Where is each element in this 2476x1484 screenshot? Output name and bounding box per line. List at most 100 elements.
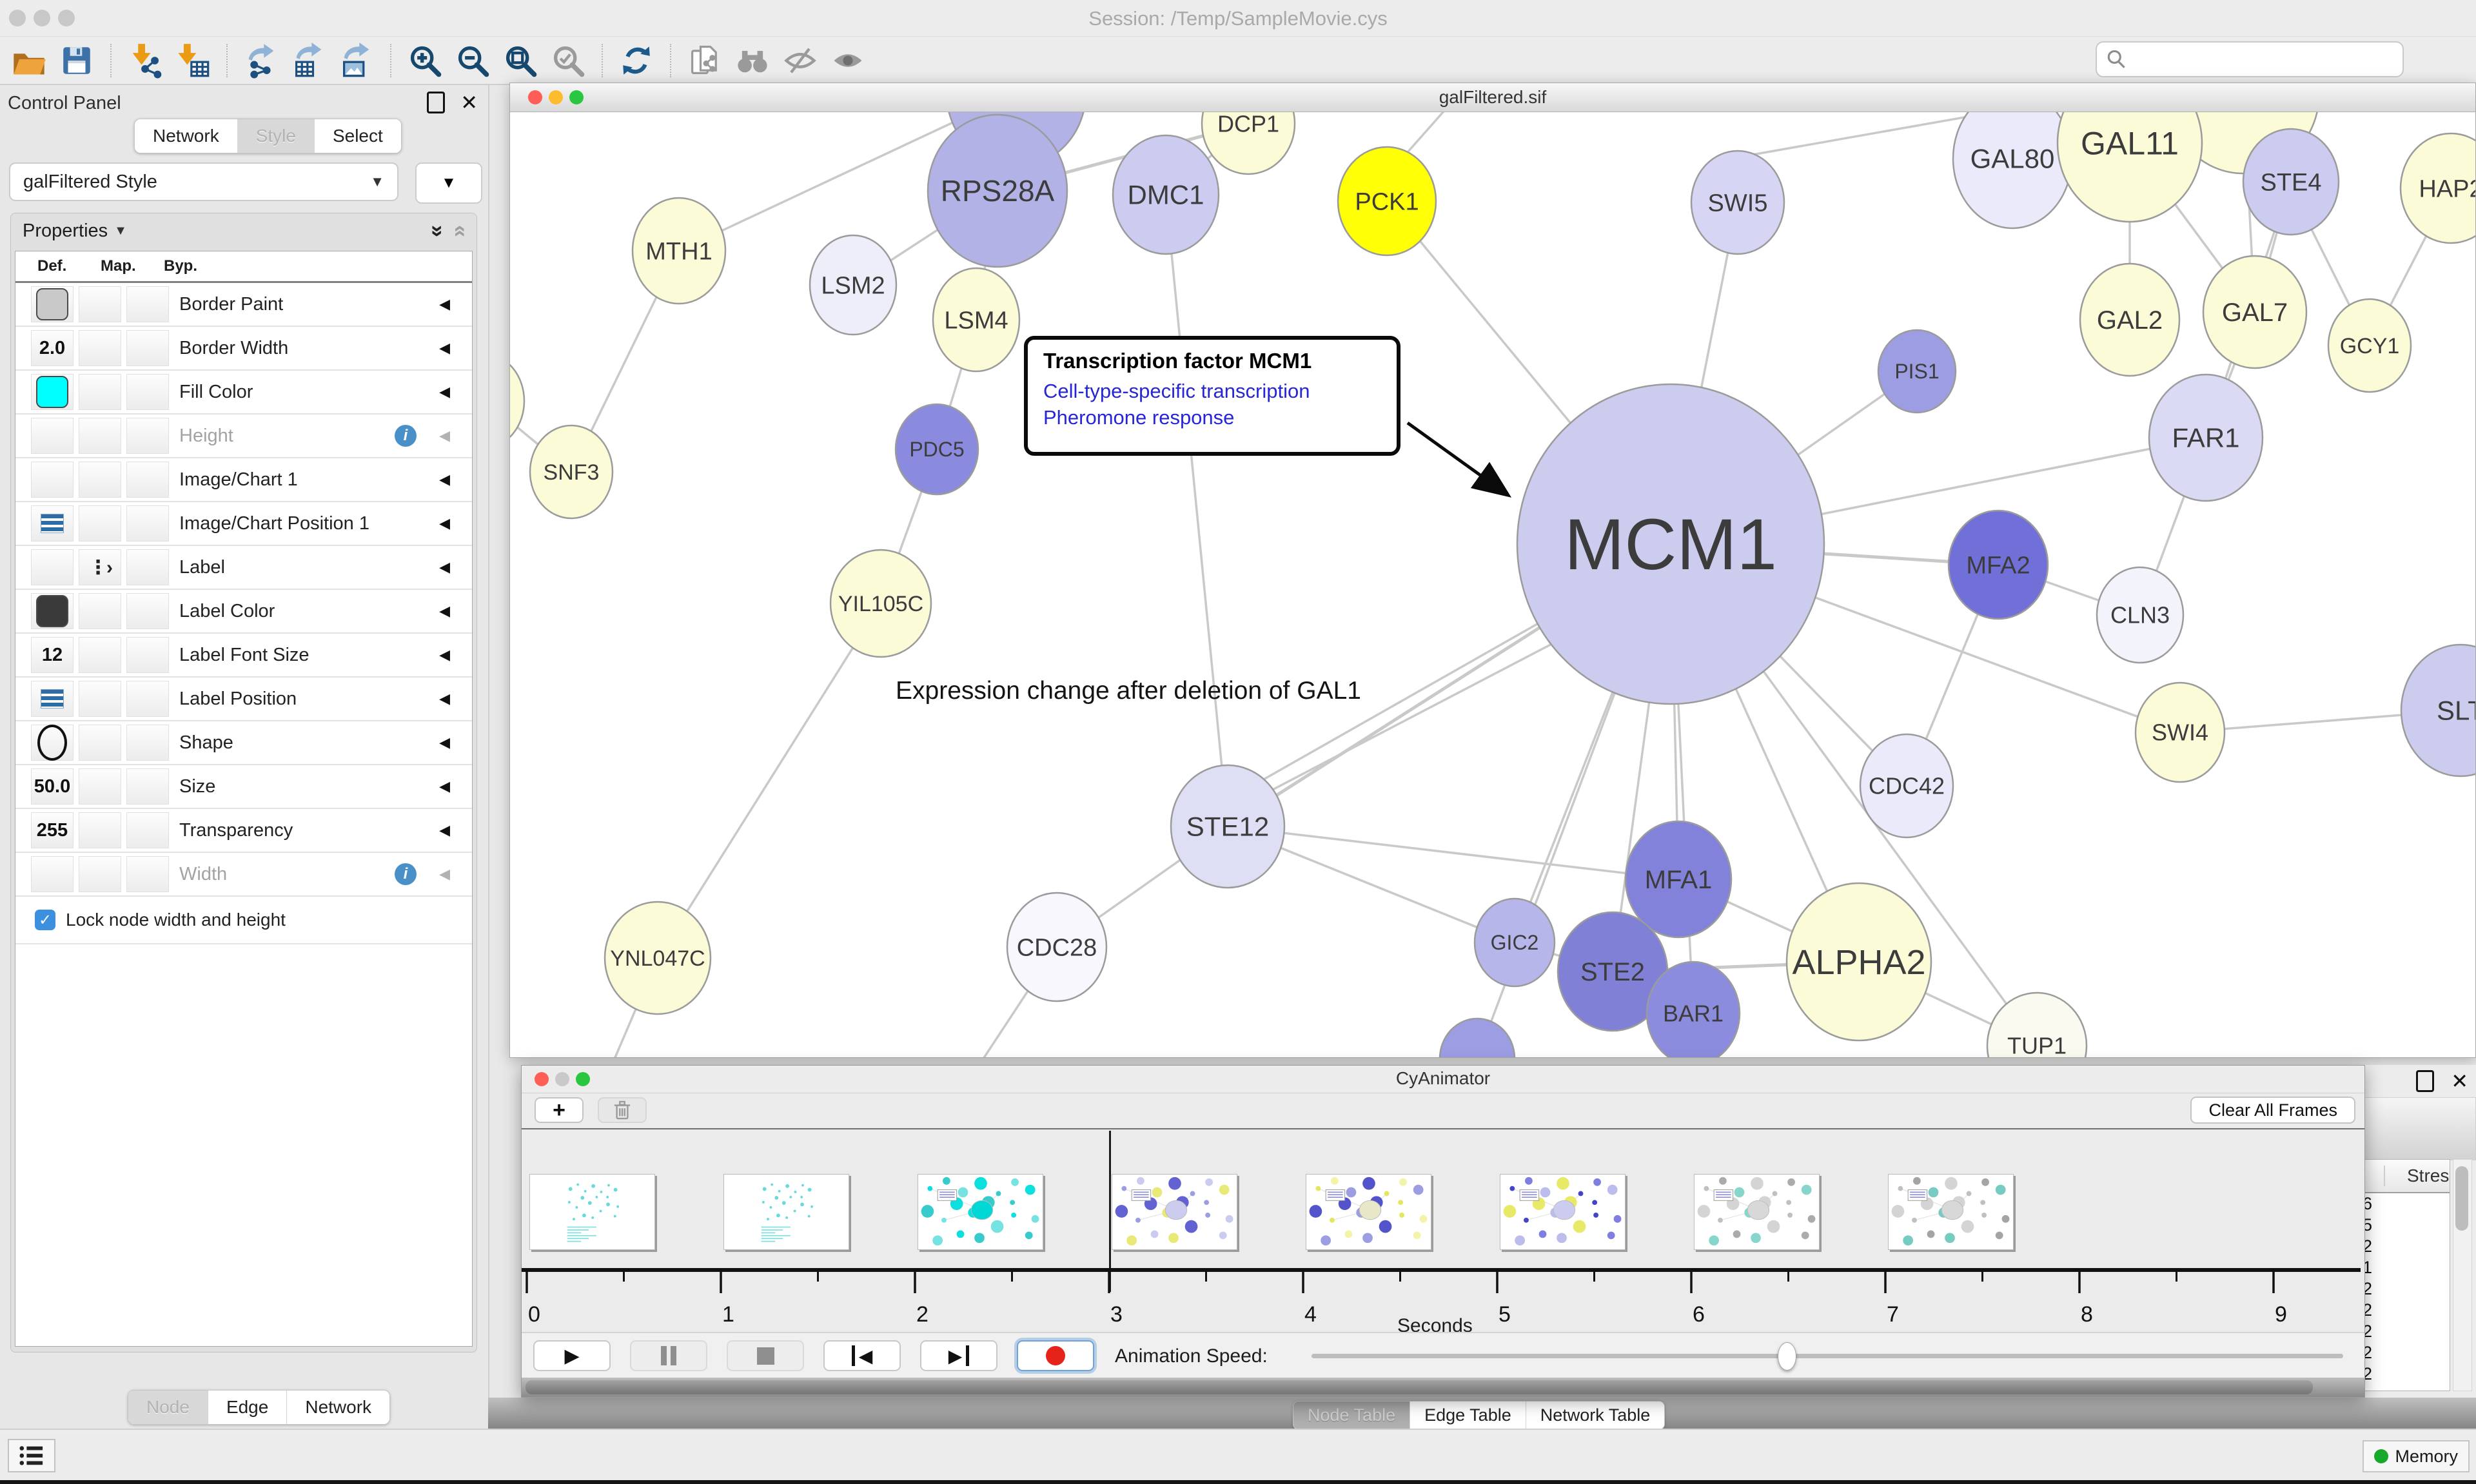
search-input[interactable] bbox=[2128, 48, 2402, 70]
global-search-field[interactable] bbox=[2096, 41, 2404, 77]
export-network-icon[interactable] bbox=[242, 41, 280, 80]
def-cell[interactable]: 12 bbox=[31, 637, 74, 673]
tab-edge-table[interactable]: Edge Table bbox=[1410, 1401, 1526, 1429]
record-button[interactable] bbox=[1017, 1340, 1094, 1371]
frame-thumbnail-3[interactable] bbox=[918, 1174, 1043, 1250]
network-node-ste2[interactable]: STE2 bbox=[1557, 911, 1669, 1032]
byp-cell[interactable] bbox=[126, 418, 169, 454]
frame-thumbnail-7[interactable] bbox=[1694, 1174, 1820, 1250]
add-frame-button[interactable]: + bbox=[535, 1097, 584, 1123]
minimize-window-icon[interactable] bbox=[549, 90, 563, 104]
zoom-in-icon[interactable] bbox=[406, 41, 444, 80]
map-cell[interactable] bbox=[79, 856, 121, 892]
chevron-down-icon[interactable]: ▼ bbox=[114, 223, 127, 238]
last-frame-button[interactable]: ▶ bbox=[920, 1340, 997, 1371]
frames-timeline[interactable]: 0 1 2 3 4 5 6 7 8 9 Seconds bbox=[522, 1129, 2364, 1332]
lock-node-size-row[interactable]: ✓ Lock node width and height bbox=[15, 897, 472, 944]
def-cell[interactable] bbox=[31, 418, 74, 454]
def-cell[interactable] bbox=[31, 725, 74, 761]
def-cell[interactable] bbox=[31, 462, 74, 498]
close-window-icon[interactable] bbox=[535, 1072, 549, 1086]
property-row-label[interactable]: ⋮› Label ◀ bbox=[15, 546, 472, 590]
stop-button[interactable] bbox=[727, 1340, 804, 1371]
info-icon[interactable]: i bbox=[395, 863, 417, 885]
network-node-pis1[interactable]: PIS1 bbox=[1877, 329, 1957, 414]
property-row-size[interactable]: 50.0 Size ◀ bbox=[15, 765, 472, 809]
animation-speed-slider[interactable] bbox=[1312, 1342, 2343, 1371]
frame-thumbnail-8[interactable] bbox=[1888, 1174, 2014, 1250]
save-session-icon[interactable] bbox=[57, 41, 96, 80]
byp-cell[interactable] bbox=[126, 505, 169, 542]
annotation-box[interactable]: Transcription factor MCM1 Cell-type-spec… bbox=[1024, 336, 1400, 456]
frame-thumbnail-5[interactable] bbox=[1306, 1174, 1431, 1250]
map-cell[interactable] bbox=[79, 725, 121, 761]
property-row-fill-color[interactable]: Fill Color ◀ bbox=[15, 371, 472, 415]
float-panel-icon[interactable] bbox=[2416, 1070, 2435, 1092]
tab-node-table[interactable]: Node Table bbox=[1293, 1401, 1410, 1429]
network-node-cdc28[interactable]: CDC28 bbox=[1006, 892, 1108, 1002]
network-node-bar1[interactable]: BAR1 bbox=[1646, 961, 1741, 1057]
zoom-fit-icon[interactable] bbox=[501, 41, 540, 80]
tab-network[interactable]: Network bbox=[135, 119, 237, 153]
annotation-link[interactable]: Cell-type-specific transcription bbox=[1043, 380, 1310, 402]
network-node-tup1[interactable]: TUP1 bbox=[1986, 991, 2088, 1057]
show-all-icon[interactable] bbox=[829, 41, 867, 80]
network-node-gal2[interactable]: GAL2 bbox=[2079, 262, 2181, 377]
frame-thumbnail-6[interactable] bbox=[1500, 1174, 1626, 1250]
map-cell[interactable] bbox=[79, 418, 121, 454]
byp-cell[interactable] bbox=[126, 812, 169, 848]
expand-row-icon[interactable]: ◀ bbox=[439, 296, 450, 312]
network-window-titlebar[interactable]: galFiltered.sif bbox=[510, 83, 2475, 112]
network-node-far1[interactable]: FAR1 bbox=[2148, 373, 2264, 502]
map-cell[interactable] bbox=[79, 330, 121, 366]
annotation-link[interactable]: Pheromone response bbox=[1043, 406, 1235, 429]
task-history-button[interactable] bbox=[8, 1439, 55, 1472]
property-row-shape[interactable]: Shape ◀ bbox=[15, 721, 472, 765]
byp-cell[interactable] bbox=[126, 374, 169, 410]
timeline-scrollbar[interactable] bbox=[522, 1378, 2364, 1397]
expand-row-icon[interactable]: ◀ bbox=[439, 559, 450, 575]
memory-button[interactable]: Memory bbox=[2363, 1440, 2470, 1472]
minimize-window-icon[interactable] bbox=[555, 1072, 569, 1086]
pause-button[interactable] bbox=[630, 1340, 707, 1371]
def-cell[interactable] bbox=[31, 593, 74, 629]
map-cell[interactable] bbox=[79, 505, 121, 542]
def-cell[interactable] bbox=[31, 681, 74, 717]
network-node-hap2[interactable]: HAP2 bbox=[2399, 132, 2475, 244]
play-button[interactable]: ▶ bbox=[533, 1340, 611, 1371]
network-node-mfa1[interactable]: MFA1 bbox=[1624, 820, 1733, 939]
close-window-icon[interactable] bbox=[528, 90, 542, 104]
byp-cell[interactable] bbox=[126, 637, 169, 673]
first-frame-button[interactable]: ◀ bbox=[823, 1340, 901, 1371]
hide-selected-icon[interactable] bbox=[781, 41, 820, 80]
export-image-icon[interactable] bbox=[337, 41, 376, 80]
zoom-window-icon[interactable] bbox=[58, 10, 75, 26]
open-session-icon[interactable] bbox=[10, 41, 48, 80]
network-node-slt[interactable]: SLT bbox=[2400, 643, 2475, 777]
import-table-icon[interactable] bbox=[173, 41, 212, 80]
def-cell[interactable]: 2.0 bbox=[31, 330, 74, 366]
close-panel-icon[interactable]: ✕ bbox=[2451, 1069, 2468, 1093]
map-cell[interactable] bbox=[79, 637, 121, 673]
table-scrollbar[interactable] bbox=[2453, 1159, 2472, 1391]
network-node-ynl047c[interactable]: YNL047C bbox=[604, 901, 712, 1015]
network-node-dmc1[interactable]: DMC1 bbox=[1112, 134, 1220, 255]
expand-row-icon[interactable]: ◀ bbox=[439, 471, 450, 487]
property-row-width[interactable]: Width i ◀ bbox=[15, 853, 472, 897]
tab-network-table[interactable]: Network Table bbox=[1525, 1401, 1665, 1429]
property-row-label-font-size[interactable]: 12 Label Font Size ◀ bbox=[15, 634, 472, 678]
map-cell[interactable] bbox=[79, 768, 121, 805]
byp-cell[interactable] bbox=[126, 593, 169, 629]
tab-select[interactable]: Select bbox=[313, 119, 401, 153]
network-node-gal80[interactable]: GAL80 bbox=[1952, 112, 2073, 229]
zoom-window-icon[interactable] bbox=[576, 1072, 590, 1086]
close-panel-icon[interactable]: ✕ bbox=[460, 91, 478, 114]
duplicate-network-icon[interactable] bbox=[685, 41, 724, 80]
expand-row-icon[interactable]: ◀ bbox=[439, 778, 450, 794]
tab-style[interactable]: Style bbox=[237, 119, 314, 153]
float-panel-icon[interactable] bbox=[427, 92, 446, 113]
def-cell[interactable] bbox=[31, 549, 74, 585]
speed-slider-thumb[interactable] bbox=[1778, 1342, 1796, 1371]
column-header-stress[interactable]: Stres bbox=[2384, 1166, 2450, 1186]
info-icon[interactable]: i bbox=[395, 425, 417, 447]
